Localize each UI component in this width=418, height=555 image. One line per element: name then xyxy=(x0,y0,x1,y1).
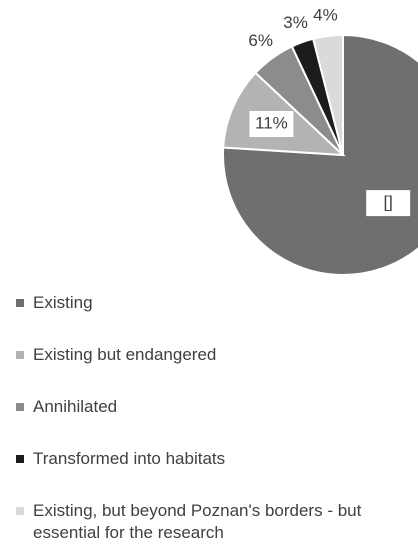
legend-label: Existing xyxy=(33,293,93,312)
label-box xyxy=(366,190,411,217)
pie-slice xyxy=(311,33,344,156)
pie-area: [] 11% 6% 3% 4% xyxy=(222,6,418,276)
legend-swatch xyxy=(16,299,24,307)
legend-swatch xyxy=(16,403,24,411)
data-label: [] xyxy=(383,193,392,212)
legend: Existing Existing but endangered Annihilat… xyxy=(16,292,406,555)
legend-swatch xyxy=(16,507,24,515)
legend-item: Existing, but beyond Poznan's borders - … xyxy=(16,500,406,544)
legend-label: Transformed into habitats xyxy=(33,449,226,468)
legend-item: Transformed into habitats xyxy=(16,448,406,470)
data-label: 3% xyxy=(283,13,308,32)
legend-label: Existing, but beyond Poznan's borders - … xyxy=(33,501,362,542)
legend-item: Existing but endangered xyxy=(16,344,406,366)
legend-label: Existing but endangered xyxy=(33,345,217,364)
data-label: 6% xyxy=(248,31,273,50)
legend-swatch xyxy=(16,351,24,359)
data-label: 4% xyxy=(313,6,338,25)
legend-swatch xyxy=(16,455,24,463)
data-label: 11% xyxy=(255,114,288,133)
label-box xyxy=(249,111,294,138)
legend-item: Annihilated xyxy=(16,396,406,418)
legend-item: Existing xyxy=(16,292,406,314)
legend-label: Annihilated xyxy=(33,397,118,416)
